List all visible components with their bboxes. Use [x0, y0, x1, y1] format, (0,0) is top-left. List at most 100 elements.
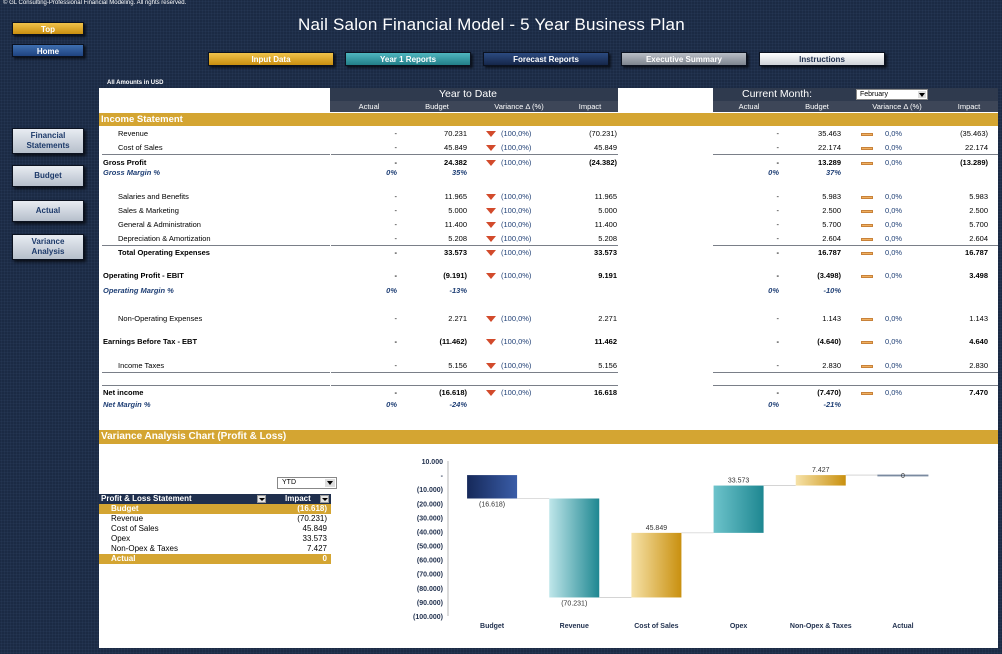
y-tick-label: (30.000): [417, 515, 443, 522]
input-data-button[interactable]: Input Data: [208, 52, 334, 66]
pl-row-name: Cost of Sales: [111, 524, 159, 533]
ytd-actual-col: Actual: [358, 102, 380, 111]
pl-variance-table: Profit & Loss Statement Impact Budget (16…: [99, 494, 331, 564]
ytd-variance-cell: (100,0%): [501, 361, 532, 370]
table-row: Total Operating Expenses - 33.573 (100,0%) 3…: [99, 247, 998, 259]
y-tick-label: -: [441, 473, 444, 480]
top-button[interactable]: Top: [12, 22, 84, 35]
arrow-down-icon: [486, 128, 496, 141]
ytd-impact-cell: 16.618: [594, 388, 617, 397]
filter-icon[interactable]: [320, 495, 329, 503]
ytd-actual-cell: -: [394, 220, 398, 229]
table-row: Net income - (16.618) (100,0%) 16.618 - (7.470…: [99, 387, 998, 399]
ytd-budget-cell: 70.231: [444, 129, 467, 138]
pl-table-header: Profit & Loss Statement Impact: [99, 494, 331, 504]
pl-row-value: 45.849: [302, 524, 327, 533]
month-impact-cell: 16.787: [965, 248, 988, 257]
table-row: Gross Profit - 24.382 (100,0%) (24.382) - 13.2…: [99, 157, 998, 169]
financial-statements-label-1: Financial: [30, 131, 66, 140]
ytd-variance-cell: (100,0%): [501, 143, 532, 152]
month-variance-cell: 0,0%: [885, 220, 903, 229]
ytd-budget-cell: (9.191): [443, 271, 467, 280]
arrow-down-icon: [486, 360, 496, 373]
row-label: Sales & Marketing: [118, 206, 179, 215]
income-statement-header: Income Statement: [99, 113, 998, 126]
table-row: Sales & Marketing - 5.000 (100,0%) 5.000 - 2.5…: [99, 205, 998, 217]
year1-reports-button[interactable]: Year 1 Reports: [345, 52, 471, 66]
ytd-variance-cell: (100,0%): [501, 271, 532, 280]
month-variance-cell: 0,0%: [885, 314, 903, 323]
instructions-button[interactable]: Instructions: [759, 52, 885, 66]
ytd-variance-cell: (100,0%): [501, 337, 532, 346]
flat-indicator-icon: [861, 128, 875, 140]
row-label: Depreciation & Amortization: [118, 234, 211, 243]
ytd-variance-cell: (100,0%): [501, 158, 532, 167]
month-actual-cell: -: [776, 314, 780, 323]
month-budget-cell: 37%: [825, 168, 841, 177]
ytd-col-band: [330, 101, 618, 112]
month-budget-cell: -10%: [823, 286, 841, 295]
row-divider: [102, 154, 330, 155]
ytd-actual-cell: -: [394, 206, 398, 215]
month-impact-cell: 3.498: [969, 271, 988, 280]
arrow-down-icon: [486, 313, 496, 326]
month-impact-cell: 22.174: [965, 143, 988, 152]
month-budget-cell: (7.470): [817, 388, 841, 397]
ytd-actual-cell: -: [394, 361, 398, 370]
row-divider: [331, 245, 618, 246]
month-impact-cell: 2.500: [969, 206, 988, 215]
month-variance-cell: 0,0%: [885, 143, 903, 152]
financial-statements-button[interactable]: Financial Statements: [12, 128, 84, 154]
arrow-down-icon: [486, 142, 496, 155]
flat-indicator-icon: [861, 191, 875, 203]
pl-col-impact: Impact: [285, 494, 311, 503]
ytd-impact-cell: 45.849: [594, 143, 617, 152]
ytd-budget-cell: 5.156: [448, 361, 467, 370]
month-actual-cell: -: [776, 192, 780, 201]
month-impact-cell: 5.983: [969, 192, 988, 201]
arrow-down-icon: [486, 270, 496, 283]
month-variance-cell: 0,0%: [885, 206, 903, 215]
budget-button[interactable]: Budget: [12, 165, 84, 187]
variance-analysis-button[interactable]: Variance Analysis: [12, 234, 84, 260]
actual-button[interactable]: Actual: [12, 200, 84, 222]
table-row: General & Administration - 11.400 (100,0%) 1…: [99, 219, 998, 231]
ytd-actual-cell: -: [394, 388, 398, 397]
ytd-impact-cell: 11.400: [594, 220, 617, 229]
period-select[interactable]: YTD: [277, 477, 337, 489]
ytd-actual-cell: 0%: [386, 400, 397, 409]
month-select[interactable]: February: [856, 89, 928, 100]
month-variance-cell: 0,0%: [885, 271, 903, 280]
ytd-budget-cell: 5.208: [448, 234, 467, 243]
y-tick-label: (80.000): [417, 586, 443, 593]
month-budget-cell: (4.640): [817, 337, 841, 346]
filter-icon[interactable]: [257, 495, 266, 503]
ytd-impact-cell: 2.271: [598, 314, 617, 323]
executive-summary-button[interactable]: Executive Summary: [621, 52, 747, 66]
month-budget-cell: 22.174: [818, 143, 841, 152]
month-variance-cell: 0,0%: [885, 337, 903, 346]
month-variance-cell: 0,0%: [885, 248, 903, 257]
forecast-reports-button[interactable]: Forecast Reports: [483, 52, 609, 66]
home-button[interactable]: Home: [12, 44, 84, 57]
ytd-actual-cell: -: [394, 271, 398, 280]
ytd-actual-cell: -: [394, 337, 398, 346]
y-tick-label: (70.000): [417, 572, 443, 579]
y-tick-label: (20.000): [417, 501, 443, 508]
flat-indicator-icon: [861, 142, 875, 154]
list-item: Revenue (70.231): [99, 514, 331, 524]
ytd-budget-cell: 11.965: [444, 192, 467, 201]
month-budget-cell: 2.500: [822, 206, 841, 215]
period-select-value: YTD: [282, 479, 296, 486]
arrow-down-icon: [486, 247, 496, 260]
ytd-budget-cell: -24%: [449, 400, 467, 409]
flat-indicator-icon: [861, 219, 875, 231]
month-actual-cell: -: [776, 337, 780, 346]
ytd-impact-cell: 9.191: [598, 271, 617, 280]
flat-indicator-icon: [861, 157, 875, 169]
waterfall-chart: 10.000 - (10.000) (20.000) (30.000) (40.000) (…: [399, 453, 959, 638]
ytd-variance-col: Variance Δ (%): [494, 102, 544, 111]
waterfall-bar: [795, 475, 846, 486]
row-label: Gross Margin %: [103, 168, 161, 177]
row-divider: [713, 385, 998, 386]
